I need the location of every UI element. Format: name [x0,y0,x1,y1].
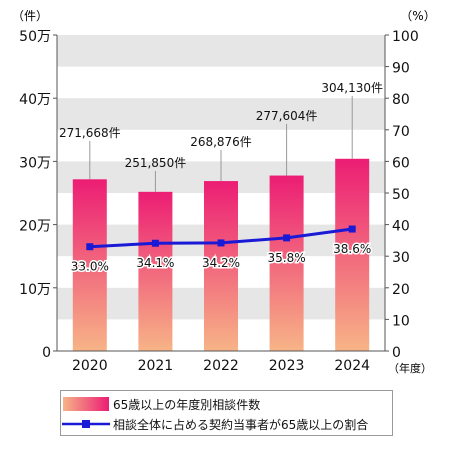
line-value-label: 35.8% [268,251,306,265]
bar-value-label: 251,850件 [125,156,187,170]
legend-item-bar: 65歳以上の年度別相談件数 [61,394,260,414]
right-tick-label: 10 [392,313,410,329]
right-tick-label: 70 [392,124,410,140]
x-tick-label: 2021 [138,358,174,374]
right-tick-label: 20 [392,282,410,298]
line-value-label: 34.2% [202,256,240,270]
right-tick-label: 80 [392,92,410,108]
bar-swatch [63,397,109,411]
left-tick-label: 50万 [19,29,51,45]
bar [269,175,304,351]
bar-value-label: 271,668件 [59,126,121,140]
x-tick-label: 2024 [334,358,370,374]
bar-value-label: 268,876件 [190,135,252,149]
line-value-label: 34.1% [136,256,174,270]
line-point [283,234,291,242]
left-tick-label: 0 [42,345,51,361]
right-tick-label: 100 [392,29,419,45]
legend-bar-label: 65歳以上の年度別相談件数 [113,397,261,412]
right-tick-label: 40 [392,219,410,235]
x-axis-unit: （年度） [388,361,432,375]
x-tick-label: 2020 [72,358,108,374]
bar [204,181,238,351]
bar-value-label: 304,130件 [321,81,383,95]
grid-band [57,98,385,130]
line-series [86,225,356,251]
bar [72,179,107,351]
line-point [86,243,94,251]
line-point [151,239,159,247]
right-tick-label: 0 [392,345,401,361]
axes: 0 10万 20万 30万 40万 50万 0 10 20 30 40 50 60 70 80 90 100 20… [19,29,419,374]
left-axis-unit: （件） [12,9,48,23]
line-value-label: 33.0% [71,260,109,274]
x-tick-label: 2022 [203,358,239,374]
line-swatch [62,420,110,428]
line-value-label: 38.6% [333,242,371,256]
legend-item-line: 相談全体に占める契約当事者が65歳以上の割合 [61,414,368,434]
bar-series [72,158,370,351]
right-tick-label: 90 [392,61,410,77]
left-tick-label: 10万 [19,282,51,298]
bar-value-label: 277,604件 [256,109,318,123]
grid-band [57,35,385,67]
line-point [348,225,356,233]
legend: 65歳以上の年度別相談件数 相談全体に占める契約当事者が65歳以上の割合 [60,390,393,436]
right-tick-label: 60 [392,155,410,171]
x-tick-label: 2023 [269,358,305,374]
left-tick-label: 30万 [19,155,51,171]
right-tick-label: 30 [392,250,410,266]
bar [335,158,370,351]
bar [138,191,173,351]
right-axis-unit: （%） [400,9,435,23]
left-tick-label: 40万 [19,92,51,108]
right-tick-label: 50 [392,187,410,203]
legend-line-label: 相談全体に占める契約当事者が65歳以上の割合 [113,417,369,432]
left-tick-label: 20万 [19,219,51,235]
line-point [217,239,225,247]
